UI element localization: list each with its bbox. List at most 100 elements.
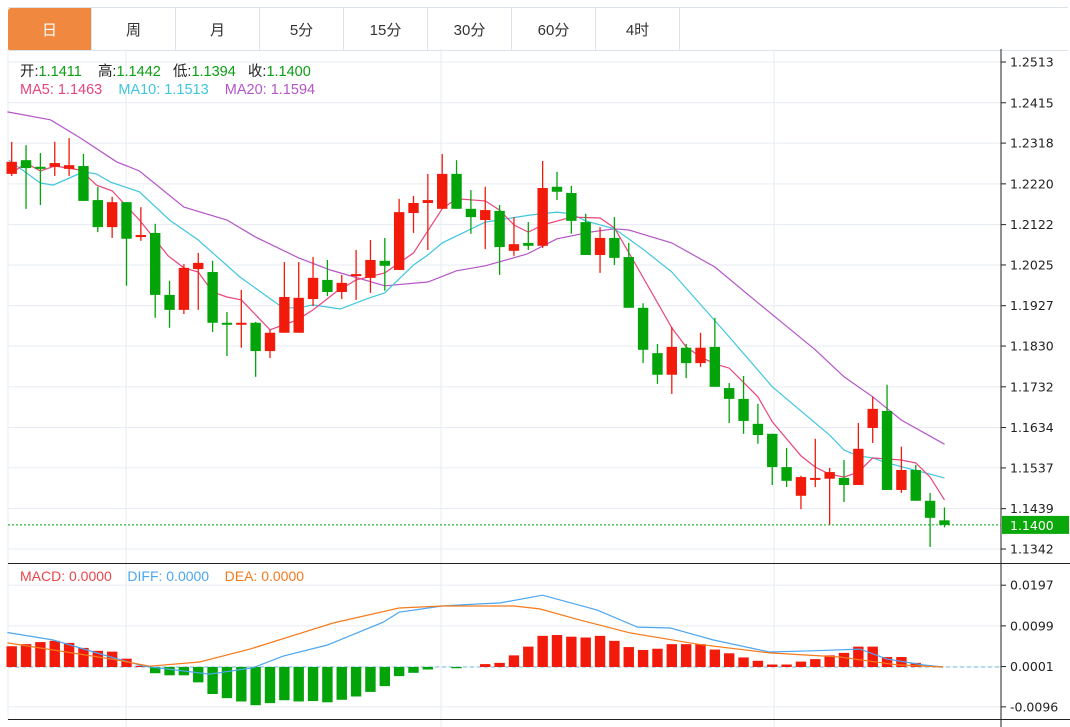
candle-body <box>336 282 347 292</box>
candle-body <box>824 472 835 479</box>
candle <box>49 141 60 176</box>
ma5-value: MA5: 1.1463 <box>20 82 103 98</box>
tab-day[interactable]: 日 <box>8 8 92 50</box>
macd-bar <box>652 648 663 667</box>
candle-body <box>293 297 304 333</box>
macd-bar <box>6 646 17 667</box>
candle-body <box>250 322 261 352</box>
candle-body <box>49 163 60 167</box>
close-value: 1.1400 <box>266 64 311 80</box>
candle <box>795 475 807 510</box>
candle <box>580 213 591 255</box>
candle <box>810 438 821 488</box>
candle <box>508 217 520 256</box>
tab-month[interactable]: 月 <box>176 8 260 50</box>
candle <box>193 252 204 310</box>
close-label: 收: <box>247 64 267 80</box>
macd-bar <box>350 667 362 697</box>
candle-body <box>695 347 706 364</box>
candle-body <box>221 322 233 325</box>
macd-bar <box>379 667 390 687</box>
candle <box>666 326 677 394</box>
macd-bar <box>236 667 247 702</box>
candle <box>150 223 161 318</box>
candle <box>680 343 692 379</box>
price-tick-label: 1.2318 <box>1010 136 1054 151</box>
candle-body <box>838 477 850 485</box>
macd-bar <box>623 647 634 667</box>
candle <box>20 145 32 209</box>
candle-body <box>35 166 46 169</box>
macd-bar <box>609 640 620 667</box>
candle-body <box>465 208 477 218</box>
candle <box>609 217 620 265</box>
macd-bar <box>795 661 807 667</box>
ohlc-info: 开:1.1411 高:1.1442 低:1.1394 收:1.1400 <box>20 60 311 81</box>
candle-body <box>480 210 491 221</box>
high-value: 1.1442 <box>116 64 161 80</box>
candle-body <box>78 165 89 201</box>
candle <box>465 190 477 234</box>
price-tick-label: 1.2122 <box>1010 217 1054 232</box>
macd-bar <box>781 664 792 667</box>
candle-body <box>896 469 907 490</box>
macd-bar <box>537 635 548 667</box>
candle <box>594 227 606 273</box>
candle-body <box>264 332 276 352</box>
macd-bar <box>422 667 434 670</box>
candle-body <box>494 210 505 248</box>
macd-bar <box>121 658 132 667</box>
macd-bar <box>408 667 419 673</box>
candle-body <box>408 202 419 213</box>
tab-5min[interactable]: 5分 <box>260 8 344 50</box>
candle-body <box>451 173 462 209</box>
macd-bar <box>92 650 103 667</box>
tab-60min[interactable]: 60分 <box>512 8 596 50</box>
candle <box>279 262 290 333</box>
tab-4hour[interactable]: 4时 <box>596 8 680 50</box>
macd-bar <box>838 652 850 667</box>
candle <box>178 264 190 315</box>
candle-body <box>437 173 448 209</box>
candle-body <box>566 193 577 221</box>
macd-bar <box>35 642 46 667</box>
price-tick-label: 1.1439 <box>1010 501 1054 516</box>
macd-tick-label: 0.0197 <box>1010 578 1054 593</box>
candle <box>207 260 218 332</box>
candle <box>738 376 749 434</box>
candle-body <box>379 260 390 266</box>
candle <box>293 262 304 333</box>
macd-bar <box>63 642 75 667</box>
dea-value: DEA: 0.0000 <box>224 568 305 584</box>
macd-bar <box>193 667 204 683</box>
candle <box>494 205 505 275</box>
macd-bar <box>508 655 520 667</box>
macd-bar <box>451 667 462 669</box>
macd-bar <box>867 646 878 667</box>
candle <box>307 257 319 307</box>
macd-bar <box>738 657 749 667</box>
ma20-line <box>7 111 945 445</box>
macd-bar <box>480 664 491 667</box>
tab-week[interactable]: 周 <box>92 8 176 50</box>
candle <box>652 343 663 384</box>
open-value: 1.1411 <box>38 64 82 80</box>
macd-bar <box>752 660 764 667</box>
candle <box>910 465 921 501</box>
ma-info: MA5: 1.1463 MA10: 1.1513 MA20: 1.1594 <box>20 82 315 98</box>
tab-15min[interactable]: 15分 <box>344 8 428 50</box>
macd-bar <box>824 655 835 667</box>
tab-30min[interactable]: 30分 <box>428 8 512 50</box>
macd-bar <box>293 667 304 702</box>
macd-bar <box>150 667 161 674</box>
candle <box>724 383 735 424</box>
price-tick-label: 1.2513 <box>1010 55 1054 70</box>
candle <box>767 433 778 485</box>
macd-bar <box>594 635 606 667</box>
candle-body <box>810 477 821 480</box>
macd-bar <box>853 646 864 667</box>
candle-body <box>537 188 548 246</box>
candle <box>695 332 706 367</box>
last-price-label: 1.1400 <box>1010 518 1054 533</box>
